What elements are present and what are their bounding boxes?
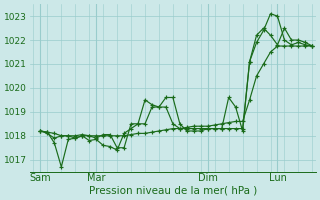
X-axis label: Pression niveau de la mer( hPa ): Pression niveau de la mer( hPa ) [89,186,257,196]
